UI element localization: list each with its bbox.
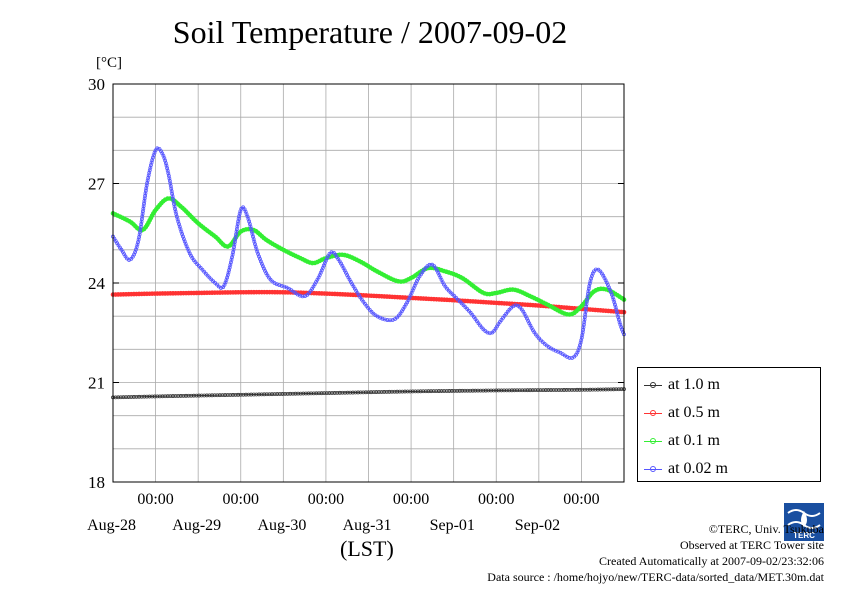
y-tick-label: 27 xyxy=(88,175,106,194)
x-tick-date: Sep-01 xyxy=(430,517,475,534)
x-tick-time: 00:00 xyxy=(563,491,599,508)
chart-title: Soil Temperature / 2007-09-02 xyxy=(0,14,740,51)
x-tick-date: Aug-30 xyxy=(257,517,306,534)
legend-label: at 0.02 m xyxy=(668,460,728,478)
legend-label: at 1.0 m xyxy=(668,376,720,394)
chart-legend: at 1.0 m at 0.5 m at 0.1 m at 0.02 m xyxy=(637,367,821,482)
legend-label: at 0.5 m xyxy=(668,404,720,422)
x-tick-date: Aug-31 xyxy=(343,517,392,534)
x-tick-time: 00:00 xyxy=(308,491,344,508)
y-tick-label: 30 xyxy=(88,75,105,94)
legend-swatch-marker xyxy=(650,410,656,416)
x-tick-time: 00:00 xyxy=(478,491,514,508)
x-tick-date: Aug-28 xyxy=(87,517,136,534)
created-text: Created Automatically at 2007-09-02/23:3… xyxy=(487,553,824,569)
legend-swatch-marker xyxy=(650,438,656,444)
y-tick-label: 21 xyxy=(88,374,105,393)
copyright-text: ©TERC, Univ. Tsukuba xyxy=(487,521,824,537)
x-tick-time: 00:00 xyxy=(137,491,173,508)
chart-canvas: 182124273000:00Aug-2800:00Aug-2900:00Aug… xyxy=(0,0,842,595)
x-tick-time: 00:00 xyxy=(393,491,429,508)
observed-text: Observed at TERC Tower site xyxy=(487,537,824,553)
legend-label: at 0.1 m xyxy=(668,432,720,450)
legend-item: at 0.5 m xyxy=(638,404,822,424)
legend-item: at 1.0 m xyxy=(638,376,822,396)
legend-item: at 0.02 m xyxy=(638,460,822,480)
data-source-text: Data source : /home/hojyo/new/TERC-data/… xyxy=(487,569,824,585)
y-tick-label: 24 xyxy=(88,274,106,293)
legend-swatch-marker xyxy=(650,466,656,472)
legend-swatch-marker xyxy=(650,382,656,388)
x-tick-time: 00:00 xyxy=(223,491,259,508)
y-tick-label: 18 xyxy=(88,473,105,492)
x-axis-label: (LST) xyxy=(340,536,394,562)
legend-item: at 0.1 m xyxy=(638,432,822,452)
credits-block: ©TERC, Univ. Tsukuba Observed at TERC To… xyxy=(487,521,824,585)
chart-grid xyxy=(113,84,624,482)
x-tick-date: Aug-29 xyxy=(172,517,221,534)
y-axis-unit-label: [°C] xyxy=(96,55,122,72)
